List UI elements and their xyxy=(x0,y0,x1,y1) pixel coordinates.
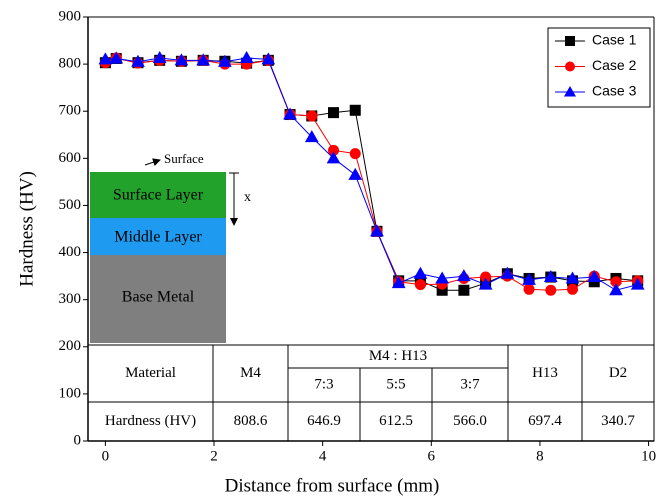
legend-box xyxy=(547,27,651,108)
table-subheader: 7:3 xyxy=(314,376,333,392)
data-point xyxy=(543,270,558,283)
table-cell: Hardness (HV) xyxy=(105,413,196,429)
arrow xyxy=(144,158,161,167)
legend-marker xyxy=(564,86,576,97)
layer-label: Base Metal xyxy=(122,289,195,306)
data-point xyxy=(218,54,232,67)
data-point xyxy=(567,283,579,295)
x-tick-label: 2 xyxy=(210,448,218,464)
data-point xyxy=(500,266,515,279)
data-point xyxy=(283,107,297,120)
table-subheader: 5:5 xyxy=(386,376,405,392)
data-point xyxy=(261,52,276,65)
legend-label: Case 1 xyxy=(592,32,637,48)
layer-label: Middle Layer xyxy=(114,229,202,246)
x-tick-label: 0 xyxy=(102,448,110,464)
table-header: H13 xyxy=(532,365,558,381)
data-point xyxy=(152,50,167,63)
x-tick-label: 6 xyxy=(428,448,436,464)
y-tick-label: 800 xyxy=(59,56,82,72)
layer-diagram: Surface Layer Middle Layer Base Metal Su… xyxy=(90,151,251,343)
y-tick-label: 900 xyxy=(59,8,82,24)
surface-layer xyxy=(90,172,226,218)
table-background xyxy=(87,344,655,442)
legend-label: Case 3 xyxy=(592,83,637,99)
data-point xyxy=(391,276,406,289)
y-tick-label: 100 xyxy=(59,385,82,401)
y-tick-label: 300 xyxy=(59,291,82,307)
x-tick-label: 8 xyxy=(536,448,544,464)
table-subheader: 3:7 xyxy=(460,376,480,392)
data-point xyxy=(435,271,450,284)
data-point xyxy=(98,52,113,65)
data-point xyxy=(370,224,384,237)
legend-marker xyxy=(565,36,575,46)
middle-layer xyxy=(90,218,226,255)
data-point xyxy=(306,110,318,122)
data-point xyxy=(565,271,580,284)
base-metal xyxy=(90,255,226,343)
x-tick-label: 4 xyxy=(319,448,327,464)
data-point xyxy=(348,167,363,180)
table-cell: 340.7 xyxy=(601,413,635,429)
y-tick-label: 200 xyxy=(59,338,82,354)
surface-label: Surface xyxy=(164,151,204,166)
data-table: Material M4 M4 : H13 H13 D2 7:3 5:5 3:7 Hardness… xyxy=(87,344,655,442)
table-header: M4 xyxy=(240,365,261,381)
table-cell: 646.9 xyxy=(307,413,341,429)
y-axis-label: Hardness (HV) xyxy=(16,171,37,287)
y-tick-label: 0 xyxy=(74,432,82,448)
data-point xyxy=(326,151,341,164)
y-tick-label: 400 xyxy=(59,244,82,260)
table-header: Material xyxy=(125,365,176,381)
data-point xyxy=(349,148,361,160)
layer-label: Surface Layer xyxy=(113,187,204,204)
data-point xyxy=(413,266,428,279)
data-point xyxy=(304,130,319,143)
data-point xyxy=(458,284,470,296)
data-point xyxy=(196,53,211,66)
table-cell: 808.6 xyxy=(234,413,268,429)
table-header: D2 xyxy=(609,365,627,381)
data-point xyxy=(630,277,645,290)
y-tick-label: 500 xyxy=(59,197,82,213)
y-tick-label: 600 xyxy=(59,150,82,166)
data-point xyxy=(109,51,124,64)
depth-label: x xyxy=(244,190,251,205)
data-point xyxy=(174,53,189,66)
legend: Case 1 Case 2 Case 3 xyxy=(547,27,651,108)
data-point xyxy=(609,283,623,296)
table-header: M4 : H13 xyxy=(369,348,427,364)
data-point xyxy=(239,50,254,63)
data-point xyxy=(349,104,361,116)
data-point xyxy=(587,270,602,283)
data-point xyxy=(478,277,493,290)
legend-label: Case 2 xyxy=(592,57,637,73)
table-cell: 612.5 xyxy=(379,413,413,429)
data-point xyxy=(545,284,557,296)
table-cell: 697.4 xyxy=(528,413,562,429)
x-axis-label: Distance from surface (mm) xyxy=(225,475,440,496)
data-point xyxy=(328,107,340,119)
x-tick-label: 10 xyxy=(641,448,656,464)
table-cell: 566.0 xyxy=(453,413,487,429)
data-point xyxy=(131,54,145,67)
y-tick-label: 700 xyxy=(59,103,82,119)
legend-marker xyxy=(565,61,575,72)
data-point xyxy=(414,279,426,291)
data-point xyxy=(457,269,471,282)
data-point xyxy=(523,283,535,295)
data-point xyxy=(522,272,536,285)
